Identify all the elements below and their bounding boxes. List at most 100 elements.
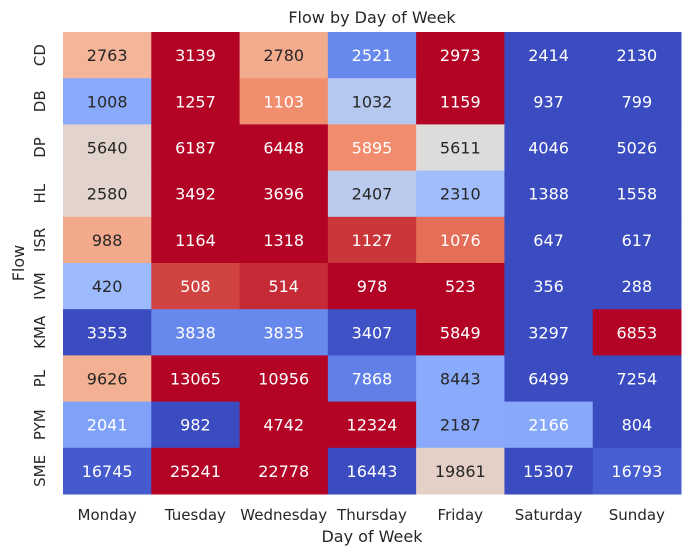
heatmap-cell: [592, 216, 682, 264]
cell-value-label: 2041: [87, 416, 128, 435]
x-tick-label: Sunday: [609, 506, 665, 524]
heatmap-cell: [327, 263, 417, 310]
heatmap-cell: [63, 124, 152, 172]
cell-value-label: 16793: [611, 462, 662, 481]
heatmap-cell: [151, 32, 241, 79]
heatmap-cell: [416, 263, 505, 310]
cell-value-label: 3838: [175, 323, 216, 342]
cell-value-label: 16745: [82, 462, 133, 481]
heatmap-cell: [239, 355, 329, 403]
cell-value-label: 1008: [87, 92, 128, 111]
cell-value-label: 9626: [87, 370, 128, 389]
heatmap-cell: [63, 447, 152, 495]
heatmap-cell: [151, 355, 241, 403]
x-tick-label: Friday: [438, 506, 484, 524]
cell-value-label: 523: [445, 277, 476, 296]
cell-value-label: 19861: [435, 462, 486, 481]
heatmap-cell: [151, 309, 241, 356]
cell-value-label: 2166: [528, 416, 569, 435]
x-axis-ticks: Monday Tuesday Wednesday Thursday Friday Satu…: [78, 506, 666, 524]
cell-value-label: 1103: [263, 92, 304, 111]
cell-value-label: 2521: [352, 46, 393, 65]
heatmap-cell: [63, 263, 152, 310]
cell-value-label: 514: [268, 277, 299, 296]
cell-value-label: 5611: [440, 139, 481, 158]
chart-title: Flow by Day of Week: [288, 8, 456, 27]
cell-value-label: 7868: [352, 370, 393, 389]
heatmap-cell: [239, 447, 329, 495]
heatmap-cell: [151, 401, 241, 449]
cell-value-label: 978: [357, 277, 388, 296]
heatmap-cell: [416, 355, 505, 403]
heatmap-cell: [416, 32, 505, 79]
cell-value-label: 508: [180, 277, 211, 296]
heatmap-cell: [151, 124, 241, 172]
heatmap-cell: [592, 263, 682, 310]
heatmap-cell: [239, 309, 329, 356]
heatmap-cell: [416, 401, 505, 449]
heatmap-cell: [504, 32, 594, 79]
heatmap-cell: [504, 170, 594, 218]
cell-value-label: 3139: [175, 46, 216, 65]
cell-value-label: 13065: [170, 370, 221, 389]
heatmap-cell: [63, 309, 152, 356]
heatmap-cell: [63, 355, 152, 403]
heatmap-cell: [327, 32, 417, 79]
cell-value-label: 12324: [347, 416, 398, 435]
heatmap-cell: [63, 78, 152, 125]
cell-value-label: 982: [180, 416, 211, 435]
x-tick-label: Wednesday: [240, 506, 327, 524]
heatmap-cell: [504, 355, 594, 403]
cell-value-label: 8443: [440, 370, 481, 389]
heatmap-cells: 2763 3139 2780 2521 2973 2414 2130 1008 1257 1103…: [63, 32, 682, 495]
cell-value-label: 15307: [523, 462, 574, 481]
heatmap-cell: [416, 78, 505, 125]
heatmap-cell: [151, 263, 241, 310]
cell-value-label: 988: [92, 231, 123, 250]
heatmap-cell: [416, 309, 505, 356]
heatmap-cell: [504, 78, 594, 125]
cell-value-label: 804: [622, 416, 653, 435]
heatmap-cell: [327, 78, 417, 125]
cell-value-label: 3353: [87, 323, 128, 342]
cell-value-label: 25241: [170, 462, 221, 481]
x-tick-label: Thursday: [336, 506, 407, 524]
y-tick-label: DP: [31, 137, 49, 158]
cell-value-label: 5640: [87, 139, 128, 158]
cell-value-label: 5849: [440, 323, 481, 342]
cell-value-label: 6187: [175, 139, 216, 158]
cell-value-label: 6853: [616, 323, 657, 342]
x-tick-label: Monday: [78, 506, 137, 524]
heatmap-cell: [416, 216, 505, 264]
cell-value-label: 356: [533, 277, 564, 296]
cell-value-label: 1159: [440, 92, 481, 111]
cell-value-label: 3297: [528, 323, 569, 342]
cell-value-label: 647: [533, 231, 564, 250]
y-tick-label: ISR: [31, 228, 49, 252]
cell-value-label: 2187: [440, 416, 481, 435]
heatmap-cell: [239, 401, 329, 449]
heatmap-cell: [504, 401, 594, 449]
y-tick-label: PL: [31, 369, 49, 387]
y-tick-label: KMA: [31, 315, 49, 349]
cell-value-label: 2780: [263, 46, 304, 65]
heatmap-cell: [239, 216, 329, 264]
x-axis-label: Day of Week: [321, 527, 423, 546]
cell-value-label: 2310: [440, 185, 481, 204]
cell-value-label: 10956: [258, 370, 309, 389]
y-tick-label: HL: [31, 183, 49, 203]
cell-value-label: 2407: [352, 185, 393, 204]
heatmap-cell: [327, 447, 417, 495]
cell-value-label: 2414: [528, 46, 569, 65]
cell-value-label: 3835: [263, 323, 304, 342]
cell-value-label: 1032: [352, 92, 393, 111]
cell-value-label: 6499: [528, 370, 569, 389]
y-axis-label: Flow: [9, 245, 28, 282]
y-tick-label: CD: [31, 44, 49, 66]
heatmap-cell: [592, 124, 682, 172]
cell-value-label: 1318: [263, 231, 304, 250]
cell-value-label: 7254: [616, 370, 657, 389]
heatmap-cell: [327, 309, 417, 356]
cell-value-label: 2973: [440, 46, 481, 65]
cell-value-label: 1388: [528, 185, 569, 204]
